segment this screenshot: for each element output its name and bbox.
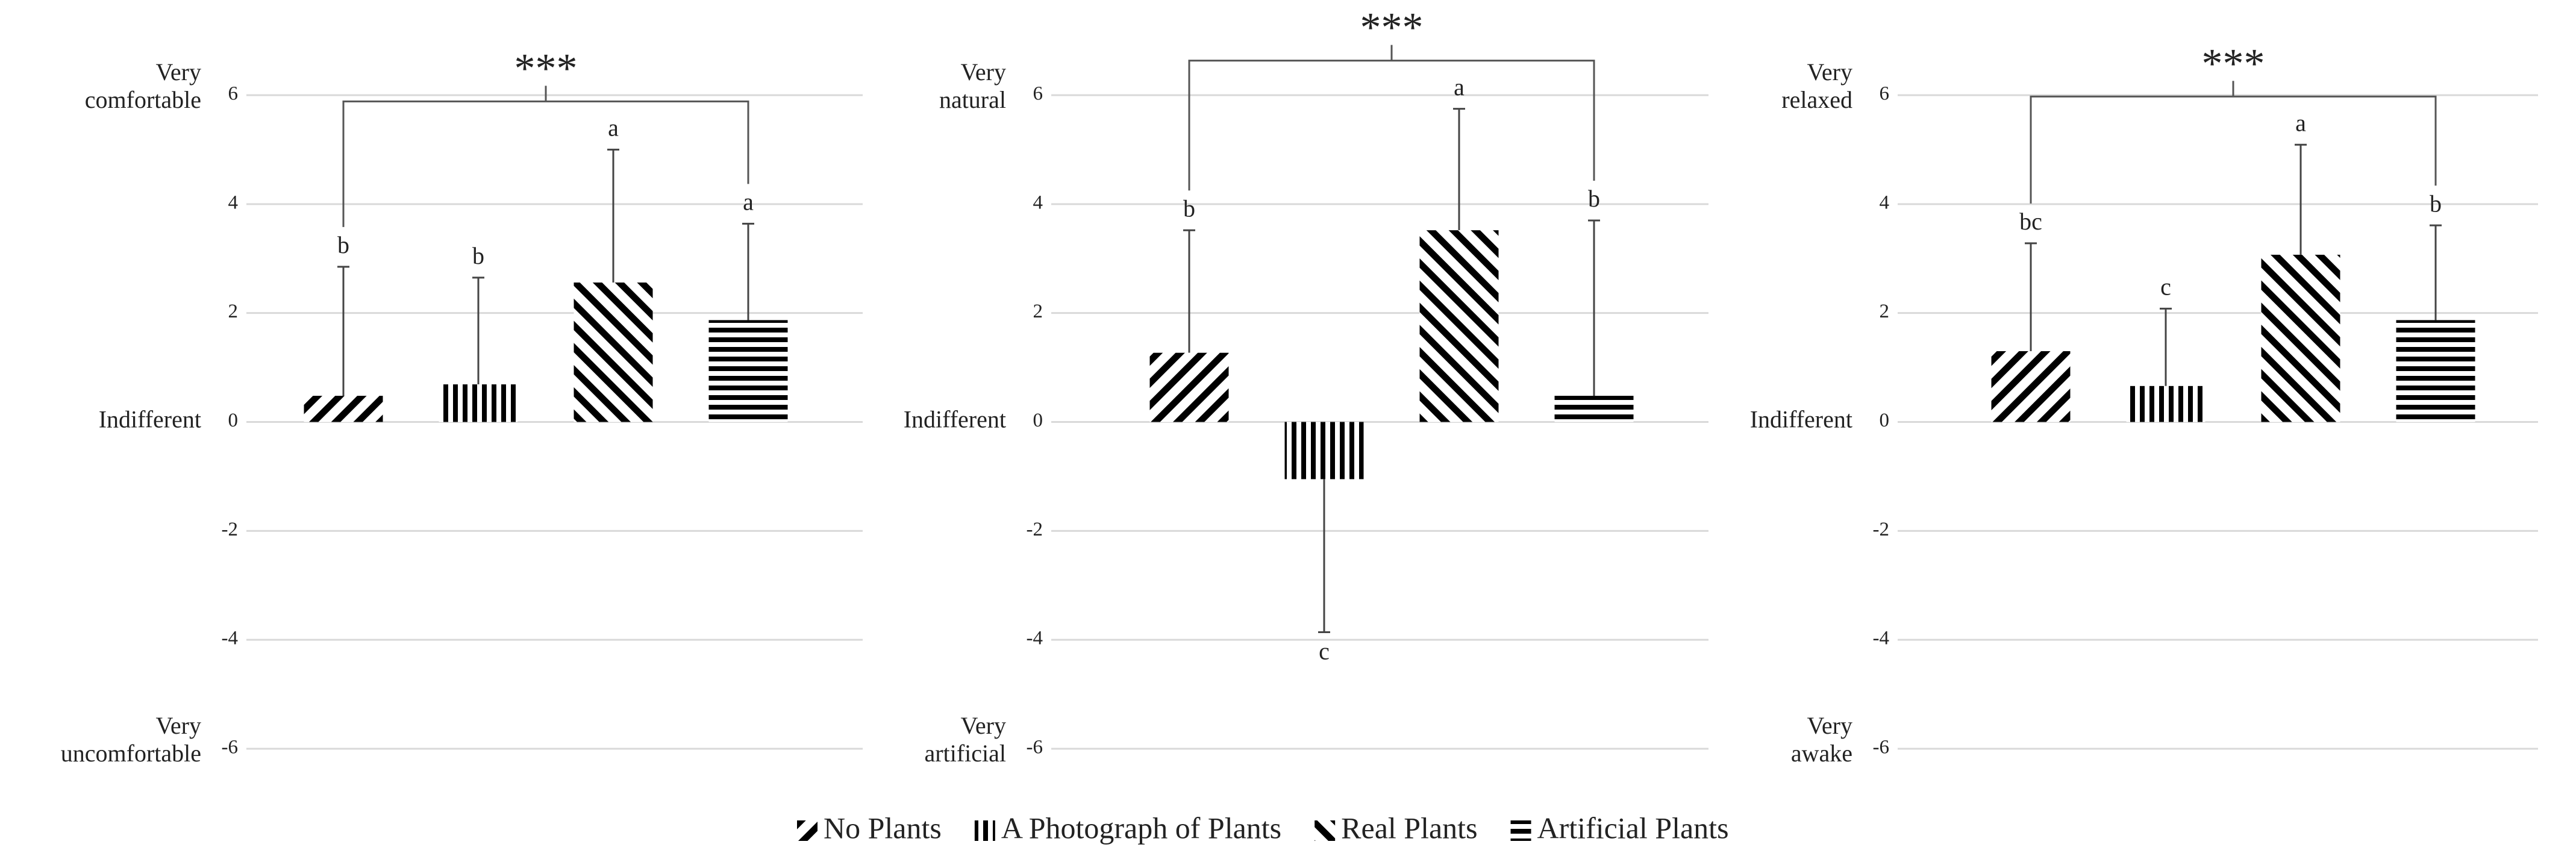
bar: [2126, 386, 2206, 422]
significance-letter: a: [1454, 73, 1465, 101]
y-axis-label-line: uncomfortable: [61, 740, 201, 767]
y-axis-label-line: relaxed: [1781, 86, 1852, 113]
y-axis-label: Very relaxed: [1781, 58, 1852, 113]
y-tick-label: 2: [228, 301, 239, 322]
y-tick-label: -2: [222, 519, 239, 540]
bar: [708, 320, 788, 422]
legend-swatch: [974, 820, 995, 841]
significance-bracket: [1188, 60, 1595, 191]
y-tick-label: -4: [1873, 628, 1890, 649]
y-axis-label-line: artificial: [925, 740, 1006, 767]
significance-stars: ***: [2202, 40, 2265, 87]
y-tick-label: 6: [228, 83, 239, 105]
y-tick-label: -6: [222, 737, 239, 758]
legend-label: Real Plants: [1341, 811, 1477, 845]
y-tick-label: 6: [1880, 83, 1890, 105]
y-axis-label: Indifferent: [904, 406, 1006, 433]
y-tick-label: -6: [1027, 737, 1043, 758]
y-tick-label: -2: [1027, 519, 1043, 540]
significance-letter: b: [1588, 185, 1600, 212]
y-tick-label: 0: [228, 410, 239, 431]
y-tick-label: 4: [1880, 192, 1890, 213]
significance-letter: b: [472, 242, 484, 269]
y-tick-label: -4: [1027, 628, 1043, 649]
significance-letter: a: [608, 114, 619, 142]
y-tick-label: 0: [1033, 410, 1043, 431]
legend-label: No Plants: [824, 811, 942, 845]
y-axis-label-line: comfortable: [85, 86, 201, 113]
y-tick-label: 2: [1880, 301, 1890, 322]
significance-letter: c: [1319, 638, 1330, 665]
significance-letter: a: [743, 189, 754, 216]
significance-letter: b: [2430, 190, 2442, 217]
y-axis-label: Very artificial: [925, 712, 1006, 767]
y-axis-label: Very natural: [939, 58, 1006, 113]
y-axis-label: Very awake: [1791, 712, 1852, 767]
y-axis-label-line: Very: [155, 58, 201, 86]
y-axis-label: Indifferent: [1750, 406, 1852, 433]
y-axis-label-line: awake: [1791, 740, 1852, 767]
y-tick-label: 4: [1033, 192, 1043, 213]
bar: [1419, 230, 1499, 422]
y-axis-label-line: Very: [1807, 712, 1852, 739]
significance-letter: b: [337, 231, 349, 258]
legend-label: A Photograph of Plants: [1001, 811, 1281, 845]
legend-swatch: [1510, 820, 1531, 841]
bar: [2396, 320, 2475, 422]
bar: [304, 396, 383, 422]
legend-swatch: [797, 820, 818, 841]
y-axis-label-line: Very: [155, 712, 201, 739]
y-axis-label-line: Very: [1807, 58, 1852, 86]
significance-bracket: [2030, 95, 2437, 204]
bar: [1149, 352, 1229, 422]
significance-stars: ***: [1360, 5, 1424, 51]
y-axis-label-line: Very: [960, 58, 1006, 86]
significance-stars: ***: [514, 45, 578, 92]
legend-label: Artificial Plants: [1537, 811, 1729, 845]
y-tick-label: 6: [1033, 83, 1043, 105]
y-axis-label: Very comfortable: [85, 58, 201, 113]
significance-bracket: [342, 100, 749, 227]
y-axis-label-line: Very: [960, 712, 1006, 739]
y-tick-label: -4: [222, 628, 239, 649]
y-tick-label: -6: [1873, 737, 1890, 758]
bar: [439, 384, 518, 422]
y-axis-label: Indifferent: [99, 406, 201, 433]
legend-swatch: [1315, 820, 1336, 841]
significance-letter: c: [2160, 273, 2171, 301]
bar: [2261, 254, 2340, 422]
y-axis-label-line: natural: [939, 86, 1006, 113]
y-tick-label: 0: [1880, 410, 1890, 431]
y-axis-label: Very uncomfortable: [61, 712, 201, 767]
y-tick-label: 4: [228, 192, 239, 213]
significance-letter: a: [2295, 109, 2306, 136]
bar: [1554, 396, 1634, 422]
bar: [574, 283, 653, 422]
bar: [1991, 351, 2071, 422]
significance-letter: b: [1183, 195, 1195, 222]
significance-letter: bc: [2019, 208, 2042, 235]
bar: [1284, 422, 1364, 479]
y-tick-label: -2: [1873, 519, 1890, 540]
y-tick-label: 2: [1033, 301, 1043, 322]
